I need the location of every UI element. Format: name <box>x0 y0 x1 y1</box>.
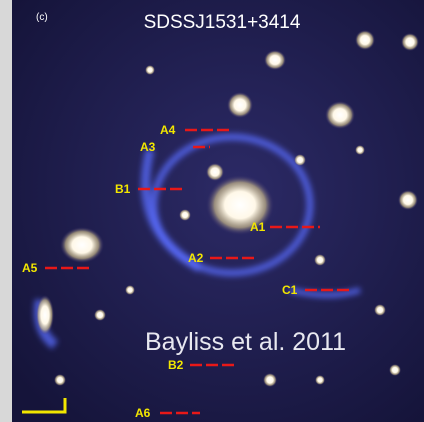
galaxy <box>206 163 224 181</box>
galaxy <box>398 190 418 210</box>
galaxy <box>374 304 386 316</box>
image-label: C1 <box>282 283 298 297</box>
image-label: A3 <box>140 140 156 154</box>
galaxy <box>36 295 54 335</box>
galaxy <box>355 145 365 155</box>
credit: Bayliss et al. 2011 <box>145 328 346 356</box>
galaxy <box>294 154 306 166</box>
title: SDSSJ1531+3414 <box>144 12 301 33</box>
image-label: A1 <box>250 220 266 234</box>
galaxy <box>145 65 155 75</box>
galaxy <box>325 101 355 129</box>
image-label: A6 <box>135 406 151 420</box>
galaxy <box>263 373 277 387</box>
galaxy <box>125 285 135 295</box>
image-label: B2 <box>168 358 184 372</box>
galaxy <box>179 209 191 221</box>
galaxy <box>401 33 419 51</box>
galaxy <box>60 227 104 263</box>
galaxy <box>54 374 66 386</box>
galaxy <box>389 364 401 376</box>
image-label: A5 <box>22 261 38 275</box>
galaxy <box>264 50 286 70</box>
image-label: A4 <box>160 123 176 137</box>
galaxy <box>94 309 106 321</box>
galaxy <box>315 375 325 385</box>
image-label: B1 <box>115 182 131 196</box>
image-label: A2 <box>188 251 204 265</box>
galaxy <box>227 92 253 118</box>
galaxy <box>355 30 375 50</box>
page: A4 A3 B1 A1 A2 A5 C1 B2 A6 (c) SDSSJ1531+3414 Ba… <box>0 0 424 422</box>
image: A4 A3 B1 A1 A2 A5 C1 B2 A6 (c) SDSSJ1531+3414 Ba… <box>0 0 424 422</box>
panel-label: (c) <box>36 12 48 23</box>
galaxy <box>314 254 326 266</box>
